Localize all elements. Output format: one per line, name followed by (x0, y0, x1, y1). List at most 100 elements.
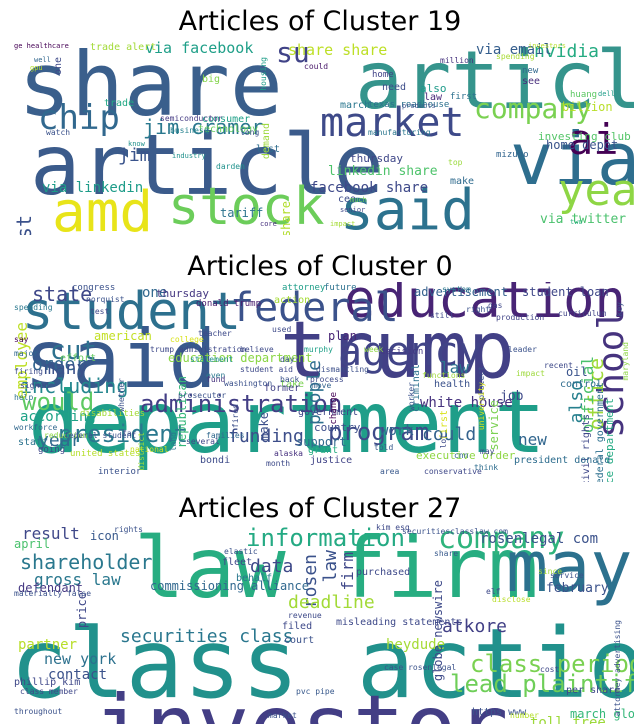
wordcloud-word: impact (516, 369, 545, 378)
wordcloud-word: law firm (134, 524, 539, 617)
wordcloud-word: new york (44, 650, 117, 668)
wordcloud-word: washington (224, 379, 273, 388)
wordcloud-word: fund (206, 375, 226, 384)
wordcloud-word: much (350, 196, 367, 204)
wordcloud-word: market (320, 100, 465, 146)
wordcloud-word: jim cramer (143, 115, 264, 139)
wordcloud-word: year (558, 165, 634, 216)
wordcloud-word: cut (50, 336, 97, 366)
wordcloud-word: https www (472, 707, 527, 718)
wordcloud-word: tariff (220, 206, 264, 220)
wordcloud-word: via twitter (540, 212, 627, 227)
wordcloud-word: several (186, 437, 220, 446)
wordcloud-word: grant (308, 445, 339, 456)
wordcloud-word: facebook share (310, 180, 429, 196)
wordcloud-word: throughout (14, 707, 63, 716)
wordcloud-word: march globe (570, 707, 634, 721)
wordcloud-word: investor (94, 684, 508, 724)
wordcloud-word: atkore (442, 616, 508, 637)
wordcloud-word: case rosenlegal (384, 663, 457, 672)
wordcloud-word: law (440, 358, 469, 377)
wordcloud-word: purchased (356, 567, 411, 578)
wordcloud-word: support (296, 435, 347, 449)
wordcloud-word: told (374, 443, 394, 452)
wordcloud-word: commissioning alliance (150, 579, 309, 593)
wordcloud-word: oil (566, 365, 588, 379)
wordcloud-word: gpu (30, 64, 43, 72)
wordcloud-word: trade (104, 98, 135, 109)
wordcloud-word: last (256, 144, 281, 155)
wordcloud-word: watch (46, 128, 71, 137)
wordcloud-word: class action (10, 608, 634, 720)
wordcloud-word: order (32, 354, 87, 375)
wordcloud-word: phillip kim (14, 677, 81, 688)
wordcloud-word: change (329, 392, 339, 425)
wordcloud-word: home depot (546, 138, 619, 152)
wordcloud-word: worker (407, 382, 416, 411)
wordcloud-word: even (206, 371, 226, 380)
wordcloud-word: analyst (12, 215, 36, 235)
wordcloud-word: recent (544, 361, 573, 370)
wordcloud-word: area (380, 467, 400, 476)
wordcloud-word: united states (70, 449, 141, 459)
wordcloud-word: funding (228, 426, 304, 447)
wordcloud-word: key (615, 302, 624, 317)
wordcloud-word: workforce (14, 423, 58, 432)
wordcloud-word: student (22, 282, 242, 342)
wordcloud-word: texas roadhouse (368, 100, 450, 110)
wordcloud-word: federal government (595, 382, 606, 482)
wordcloud-word: take (280, 379, 305, 390)
wordcloud-word: toll free (530, 715, 606, 724)
wordcloud-word: ceo (338, 194, 357, 205)
wordcloud-word: signed (20, 381, 49, 390)
wordcloud-word: data (250, 556, 294, 577)
wordcloud-word: process (310, 375, 344, 384)
wordcloud-word: industry (172, 152, 206, 160)
wordcloud-word: trade alert (90, 42, 157, 53)
wordcloud-word: student loan (522, 285, 609, 299)
wordcloud-word: chip (38, 98, 120, 138)
wordcloud-word: article (30, 116, 385, 214)
wordcloud-word: national (130, 445, 169, 454)
wordcloud-word: dismantling (316, 365, 369, 374)
wordcloud-word: million (440, 56, 474, 65)
wordcloud-word: said (340, 178, 475, 236)
cluster-19-panel: Articles of Cluster 19 sharearticleartic… (0, 0, 640, 240)
wordcloud-word: used (272, 325, 292, 334)
wordcloud-word: elastic (224, 547, 258, 556)
wordcloud-word: ai (568, 115, 619, 164)
wordcloud-word: lead plaintiff (450, 670, 634, 698)
wordcloud-word: work (380, 423, 414, 439)
wordcloud-word: one (142, 285, 168, 301)
wordcloud-word: education (344, 282, 626, 330)
wordcloud-word: staff (18, 437, 49, 448)
wordcloud-word: student aid (240, 365, 293, 374)
wordcloud-word: fleet (222, 557, 253, 568)
wordcloud-word: right (466, 305, 491, 314)
cluster-19-wordcloud: sharearticlearticleviaamdstocksaidyearai… (10, 35, 634, 235)
wordcloud-word: partner (18, 637, 78, 653)
wordcloud-word: year (38, 430, 82, 451)
wordcloud-word: alaska (274, 449, 303, 458)
wordcloud-word: land (169, 432, 178, 452)
wordcloud-word: former (264, 383, 301, 394)
wordcloud-word: said (24, 313, 217, 406)
wordcloud-word: via email (476, 42, 552, 58)
wordcloud-word: manufacturing (368, 128, 431, 137)
wordcloud-word: disabilities (80, 409, 146, 419)
wordcloud-word: thursday (156, 287, 209, 300)
wordcloud-word: federal student (64, 431, 137, 440)
wordcloud-word: fired (231, 404, 240, 429)
wordcloud-word: business (170, 126, 209, 135)
wordcloud-word: statement (190, 355, 234, 364)
wordcloud-word: donald trump (196, 299, 262, 309)
wordcloud-word: securities class (120, 626, 294, 647)
wordcloud-word: executive order (416, 449, 516, 462)
wordcloud-word: huang (570, 90, 598, 100)
wordcloud-word: lot (439, 434, 448, 449)
wordcloud-word: advertisement (414, 285, 508, 299)
wordcloud-word: via facebook (145, 39, 254, 57)
wordcloud-word: twitter share (279, 201, 293, 235)
wordcloud-word: future (324, 283, 357, 293)
wordcloud-word: defendant (18, 581, 84, 595)
